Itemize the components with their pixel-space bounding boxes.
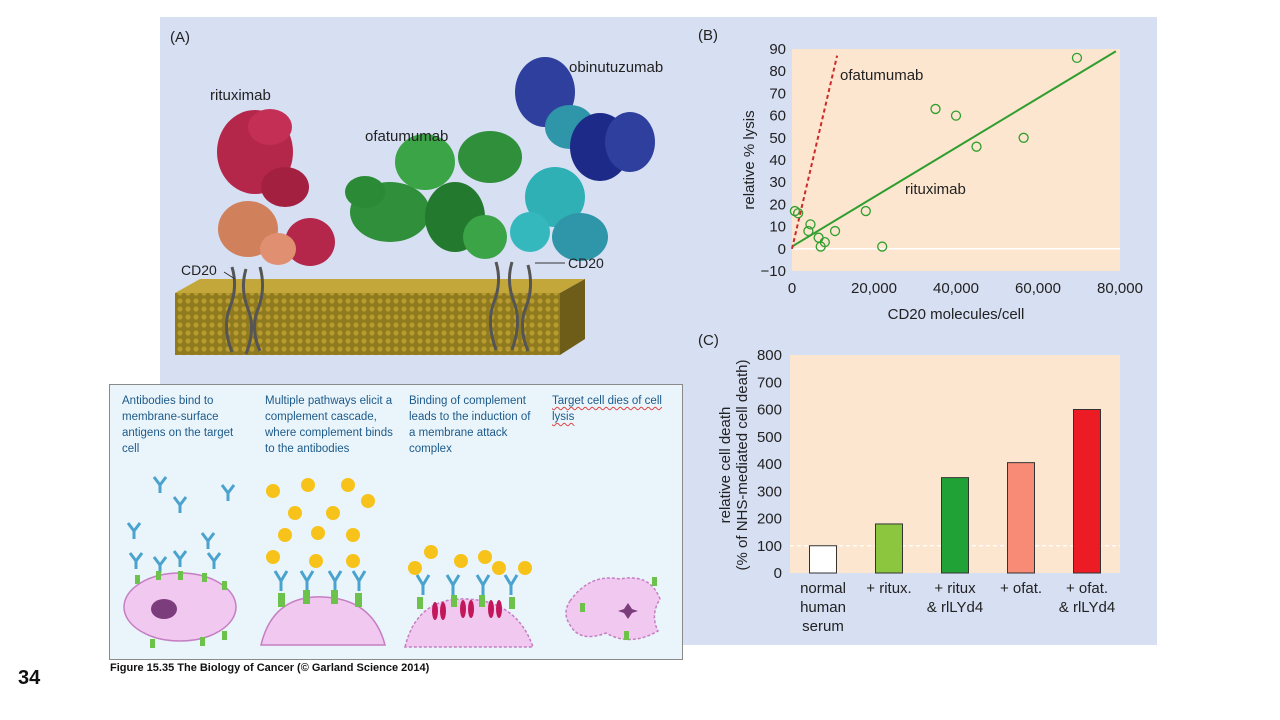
data-point [1018, 132, 1029, 143]
data-point [930, 103, 941, 115]
step-3-illustration [404, 545, 535, 648]
y-tick-label: 60 [769, 108, 786, 125]
panel-a: (A) rituximab ofatumumab obinutuzumab CD… [160, 17, 690, 383]
y-axis-title-b: relative % lysis [741, 110, 758, 209]
obinutuzumab-molecule [510, 57, 655, 261]
y-tick-label: 30 [769, 174, 786, 191]
category-label: + ofat. [1000, 580, 1042, 597]
rituximab-series-label: rituximab [905, 181, 966, 198]
y-tick-label: 0 [778, 241, 786, 258]
y-tick-label: 300 [757, 483, 782, 500]
step-4-cell: Target cell dies of cell lysis [540, 385, 682, 659]
page-number: 34 [18, 667, 41, 689]
step-2-cell: Multiple pathways elicit a complement ca… [253, 385, 398, 659]
complement-lysis-diagram: Antibodies bind to membrane-surface anti… [109, 384, 683, 660]
data-point [950, 110, 962, 121]
y-tick-label: 50 [769, 130, 786, 147]
membrane-side [560, 279, 585, 355]
category-label: normal [800, 580, 846, 597]
data-point [971, 141, 982, 152]
y-tick-label: 200 [757, 511, 782, 528]
y-axis-subtitle-c: (% of NHS-mediated cell death) [734, 360, 751, 571]
x-tick-label: 80,000 [1097, 280, 1143, 297]
cell-death-bar-chart: 0 100 200 300 400 500 600 700 800 normal human ser… [698, 332, 1120, 635]
cd20-right-label: CD20 [568, 255, 604, 271]
figure-caption: Figure 15.35 The Biology of Cancer (© Ga… [110, 662, 430, 674]
x-tick-label: 0 [788, 280, 796, 297]
data-point [819, 236, 830, 248]
ofatumumab-series-label: ofatumumab [840, 67, 923, 84]
x-tick-label: 20,000 [851, 280, 897, 297]
step-2-illustration [260, 478, 386, 646]
panel-a-label: (A) [170, 29, 190, 46]
step-4-text: Target cell dies of cell lysis [552, 395, 662, 423]
category-label: human [800, 599, 846, 616]
rituximab-label: rituximab [210, 87, 271, 104]
category-label: & rlLYd4 [1059, 599, 1115, 616]
rituximab-regression-line [791, 50, 1117, 248]
step-3-text: Binding of complement leads to the induc… [409, 395, 531, 455]
step-3-cell: Binding of complement leads to the induc… [397, 385, 541, 659]
panel-c-label: (C) [698, 332, 719, 349]
x-tick-label: 60,000 [1015, 280, 1061, 297]
y-tick-label: 600 [757, 402, 782, 419]
plot-area-b [792, 49, 1120, 271]
cd20-left-label: CD20 [181, 262, 217, 278]
membrane-lipid-bilayer [175, 293, 560, 355]
cd20-right-protein [489, 261, 533, 352]
ofatumumab-label: ofatumumab [365, 128, 448, 145]
ofatumumab-regression-line [791, 55, 839, 250]
y-tick-label: 90 [769, 41, 786, 58]
x-axis-title-b: CD20 molecules/cell [888, 306, 1025, 323]
y-tick-label: 400 [757, 456, 782, 473]
y-tick-label: 80 [769, 63, 786, 80]
bar [809, 545, 837, 574]
panel-b-label: (B) [698, 27, 718, 44]
membrane-top [175, 279, 585, 293]
antibody-structure-illustration: (A) rituximab ofatumumab obinutuzumab CD… [170, 29, 663, 355]
bar [941, 477, 969, 574]
y-axis-title-c: relative cell death [717, 407, 734, 524]
obinutuzumab-label: obinutuzumab [569, 59, 663, 76]
ofatumumab-molecule [345, 131, 522, 259]
y-tick-label: 10 [769, 219, 786, 236]
data-point [803, 225, 814, 237]
bar [875, 523, 903, 574]
category-label: + ritux [934, 580, 976, 597]
cd20-left-pointer [223, 271, 236, 280]
step-4-illustration [565, 577, 661, 641]
y-tick-label: 100 [757, 538, 782, 555]
y-tick-label: 700 [757, 374, 782, 391]
data-point [829, 225, 841, 237]
data-point [789, 205, 801, 217]
data-point [805, 219, 816, 230]
category-label: serum [802, 618, 844, 635]
data-point [877, 241, 888, 252]
rituximab-molecule [217, 109, 335, 266]
category-label: + ritux. [866, 580, 911, 597]
step-1-cell: Antibodies bind to membrane-surface anti… [110, 385, 254, 659]
y-tick-label: 70 [769, 85, 786, 102]
data-point [793, 208, 804, 219]
bar [1073, 409, 1101, 574]
step-2-text: Multiple pathways elicit a complement ca… [265, 395, 393, 455]
step-1-illustration [123, 476, 237, 648]
y-tick-label: 500 [757, 429, 782, 446]
y-tick-label: 40 [769, 152, 786, 169]
y-tick-label: 800 [757, 347, 782, 364]
x-tick-label: 40,000 [933, 280, 979, 297]
bar [1007, 462, 1035, 574]
panel-b: −10 0 10 20 30 40 50 60 70 80 90 0 20,000 40,000 60,00… [690, 17, 1157, 327]
panel-c: 0 100 200 300 400 500 600 700 800 normal human ser… [690, 327, 1157, 645]
category-label: + ofat. [1066, 580, 1108, 597]
category-label: & rlLYd4 [927, 599, 983, 616]
data-point [860, 205, 871, 217]
data-point [1071, 52, 1083, 64]
y-tick-label: −10 [761, 263, 786, 280]
y-tick-label: 20 [769, 196, 786, 213]
step-1-text: Antibodies bind to membrane-surface anti… [122, 395, 234, 455]
y-tick-label: 0 [774, 565, 782, 582]
